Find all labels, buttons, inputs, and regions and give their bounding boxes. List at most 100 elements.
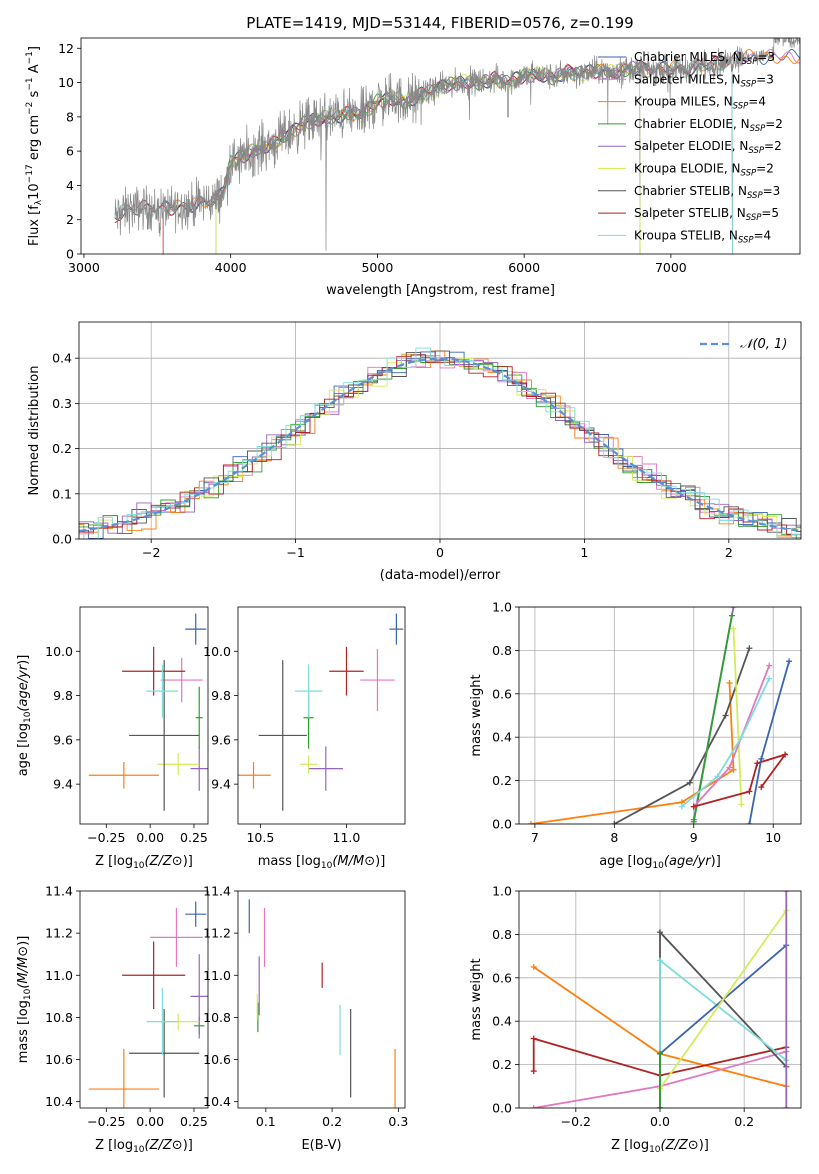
y-tick-label: 0.4: [492, 730, 512, 745]
line-kroupa_miles: [530, 682, 735, 824]
y-tick-label: 10.8: [203, 1010, 231, 1025]
x-tick-label: 7000: [655, 260, 687, 275]
x-tick-label: 4000: [215, 260, 247, 275]
x-tick-label: −0.2: [561, 1114, 591, 1129]
legend-label-normal: 𝒩(0, 1): [740, 337, 787, 352]
legend-label-chabrier_elodie: Chabrier ELODIE, NSSP=2: [634, 117, 783, 134]
axes-frame: [79, 606, 209, 825]
y-tick-label: 0.0: [492, 817, 512, 832]
normal-curve: [79, 357, 801, 533]
y-axis-label: Normed distribution: [27, 366, 42, 496]
axes-frame: [237, 890, 406, 1109]
x-tick-label: 10.5: [246, 830, 274, 845]
y-tick-label: 6: [66, 144, 74, 159]
y-tick-label: 10.4: [45, 1094, 73, 1109]
x-tick-label: 0.3: [388, 1114, 408, 1129]
y-tick-label: 0.2: [52, 441, 72, 456]
x-tick-label: 6000: [508, 260, 540, 275]
y-tick-label: 0.2: [492, 1057, 512, 1072]
line-chabrier_miles: [748, 661, 790, 824]
line-kroupa_elodie: [732, 628, 743, 805]
histograms: [79, 347, 801, 539]
errorbars: [238, 613, 404, 811]
x-tick-label: −2: [142, 545, 160, 560]
y-tick-label: 0.0: [492, 1101, 512, 1116]
y-tick-label: 10.0: [203, 644, 231, 659]
line-kroupa_elodie: [659, 909, 788, 1090]
x-tick-label: 0.25: [180, 830, 208, 845]
histogram-kroupa_elodie: [79, 353, 801, 539]
x-tick-label: 2: [725, 545, 733, 560]
age_vs_mass-panel: 10.5 11.0 9.4 9.6 9.8 10.0 mass [log10(M/M⊙)]: [203, 606, 406, 871]
x-tick-label: 0.0: [650, 1114, 670, 1129]
y-tick-label: 1.0: [492, 600, 512, 615]
axes-frame: [80, 37, 801, 255]
histogram-salpeter_stelib: [79, 354, 801, 539]
x-tick-label: 10: [765, 830, 781, 845]
x-tick-label: −1: [286, 545, 304, 560]
x-tick-label: 0.25: [180, 1114, 208, 1129]
figure-title: PLATE=1419, MJD=53144, FIBERID=0576, z=0…: [246, 14, 633, 32]
axis-label: Z [log10(Z/Z⊙)]: [95, 854, 193, 871]
axes-frame: [518, 606, 802, 825]
x-tick-label: 0.00: [136, 830, 164, 845]
x-tick-label: 3000: [68, 260, 100, 275]
errorbars: [88, 901, 208, 1108]
y-tick-label: 10.4: [203, 1094, 231, 1109]
y-tick-label: 9.8: [211, 688, 231, 703]
axis-label: mass [log10(M/M⊙)]: [258, 854, 386, 871]
y-tick-label: 11.0: [203, 968, 231, 983]
x-tick-label: 0.00: [136, 1114, 164, 1129]
legend-label-salpeter_stelib: Salpeter STELIB, NSSP=5: [634, 206, 779, 223]
legend-label-kroupa_stelib: Kroupa STELIB, NSSP=4: [634, 228, 771, 245]
y-tick-label: 11.4: [203, 884, 231, 899]
y-tick-label: 9.8: [53, 688, 73, 703]
y-tick-label: 0.6: [492, 686, 512, 701]
line-salpeter_stelib: [532, 1037, 787, 1077]
mass_vs_ebv-panel: 0.1 0.2 0.3 10.4 10.6 10.8 11.0 11.2 11.4 E(B-V): [203, 884, 408, 1154]
x-tick-label: 5000: [361, 260, 393, 275]
y-tick-label: 0: [66, 247, 74, 262]
line-chabrier_elodie: [692, 615, 733, 822]
legend-label-chabrier_stelib: Chabrier STELIB, NSSP=3: [634, 184, 780, 201]
x-tick-label: 0: [436, 545, 444, 560]
legend-label-kroupa_elodie: Kroupa ELODIE, NSSP=2: [634, 162, 774, 179]
y-tick-label: 11.2: [203, 926, 231, 941]
x-tick-label: 11.0: [333, 830, 361, 845]
y-tick-label: 0.4: [492, 1014, 512, 1029]
x-tick-label: 9: [690, 830, 698, 845]
y-tick-label: 8: [66, 109, 74, 124]
legend-label-chabrier_miles: Chabrier MILES, NSSP=3: [634, 50, 775, 67]
axes-frame: [518, 890, 802, 1109]
x-tick-label: 0.2: [322, 1114, 342, 1129]
x-tick-label: 1: [580, 545, 588, 560]
mass_vs_z-panel: −0.25 0.00 0.25 10.4 10.6 10.8 11.0 11.2 11.4 Z […: [16, 884, 209, 1155]
x-tick-label: −0.25: [87, 830, 125, 845]
line-kroupa_stelib: [659, 958, 787, 1108]
y-tick-label: 9.4: [53, 777, 73, 792]
y-tick-label: 0.0: [52, 532, 72, 547]
y-tick-label: 4: [66, 178, 74, 193]
y-tick-label: 10.6: [45, 1052, 73, 1067]
y-tick-label: 0.3: [52, 396, 72, 411]
age_vs_z-panel: −0.25 0.00 0.25 9.4 9.6 9.8 10.0 Z [log10(Z/Z⊙)…: [16, 606, 209, 871]
mw_vs_z-panel: −0.2 0.0 0.2 0.0 0.2 0.4 0.6 0.8 1.0 mass weight Z…: [469, 884, 802, 1155]
y-axis-label: Flux [fλ10−17 erg cm−2 s−1 A−1]: [25, 46, 44, 246]
y-tick-label: 11.4: [45, 884, 73, 899]
y-tick-label: 10.0: [45, 644, 73, 659]
y-tick-label: 0.8: [492, 643, 512, 658]
y-axis-label: mass weight: [469, 674, 484, 756]
y-tick-label: 12: [58, 41, 74, 56]
histogram-kroupa_miles: [79, 350, 801, 538]
y-tick-label: 9.6: [211, 732, 231, 747]
y-tick-label: 0.2: [492, 773, 512, 788]
y-tick-label: 0.8: [492, 927, 512, 942]
axes-frame: [79, 890, 209, 1109]
x-tick-label: 7: [531, 830, 539, 845]
axis-label: Z [log10(Z/Z⊙)]: [95, 1138, 193, 1155]
x-tick-label: 0.2: [734, 1114, 754, 1129]
y-tick-label: 1.0: [492, 884, 512, 899]
legend-label-salpeter_miles: Salpeter MILES, NSSP=3: [634, 72, 774, 89]
axis-label: Z [log10(Z/Z⊙)]: [611, 1138, 709, 1155]
